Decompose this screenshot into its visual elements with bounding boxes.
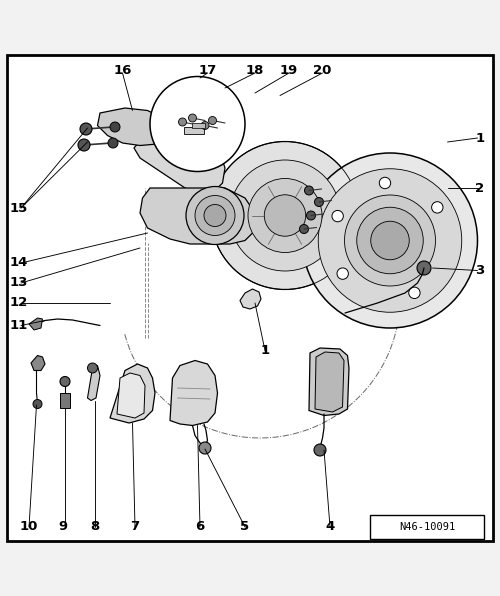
Circle shape (186, 187, 244, 244)
Circle shape (78, 139, 90, 151)
Circle shape (80, 123, 92, 135)
Text: 2: 2 (476, 182, 484, 194)
Circle shape (199, 442, 211, 454)
Circle shape (264, 195, 306, 236)
Circle shape (188, 114, 196, 122)
Circle shape (110, 122, 120, 132)
Circle shape (344, 195, 436, 286)
Polygon shape (117, 373, 145, 418)
Circle shape (371, 221, 409, 260)
Circle shape (380, 177, 390, 189)
Circle shape (248, 178, 322, 253)
Polygon shape (134, 123, 225, 193)
Bar (370, 515, 484, 539)
Text: 8: 8 (90, 520, 100, 533)
Text: 20: 20 (314, 64, 332, 77)
Text: 1: 1 (260, 344, 270, 357)
Polygon shape (110, 364, 155, 423)
Circle shape (432, 201, 443, 213)
Circle shape (88, 363, 98, 373)
Text: 17: 17 (198, 64, 216, 77)
Circle shape (408, 287, 420, 299)
Circle shape (60, 377, 70, 386)
Text: 10: 10 (20, 520, 38, 533)
Polygon shape (170, 361, 218, 426)
Circle shape (230, 160, 340, 271)
Circle shape (178, 118, 186, 126)
Polygon shape (29, 318, 42, 330)
Circle shape (337, 268, 348, 280)
Text: N46-10091: N46-10091 (399, 522, 455, 532)
Text: 14: 14 (10, 256, 28, 269)
Text: 13: 13 (10, 277, 28, 290)
Text: 1: 1 (476, 132, 484, 144)
Text: 4: 4 (326, 520, 334, 533)
Circle shape (208, 116, 216, 125)
Text: 6: 6 (196, 520, 204, 533)
Text: 16: 16 (114, 64, 132, 77)
Circle shape (417, 261, 431, 275)
Text: 18: 18 (246, 64, 264, 77)
Circle shape (33, 399, 42, 408)
Circle shape (332, 210, 344, 222)
Text: 11: 11 (10, 319, 28, 332)
Circle shape (314, 444, 326, 456)
Text: 7: 7 (130, 520, 140, 533)
Polygon shape (88, 365, 100, 401)
Polygon shape (315, 352, 344, 412)
Circle shape (201, 122, 209, 129)
Text: 15: 15 (10, 201, 28, 215)
Polygon shape (240, 289, 261, 309)
Polygon shape (211, 142, 342, 290)
Bar (192, 123, 204, 128)
Bar (184, 127, 204, 134)
Circle shape (314, 197, 324, 206)
Text: 3: 3 (476, 264, 484, 277)
Polygon shape (98, 108, 172, 145)
Polygon shape (31, 355, 45, 371)
Circle shape (357, 207, 423, 274)
Text: 19: 19 (280, 64, 298, 77)
Polygon shape (140, 188, 255, 244)
Circle shape (302, 153, 478, 328)
Circle shape (304, 186, 314, 195)
Circle shape (195, 195, 235, 235)
Circle shape (318, 169, 462, 312)
Text: 5: 5 (240, 520, 250, 533)
Circle shape (204, 204, 226, 226)
Text: 9: 9 (58, 520, 67, 533)
Circle shape (300, 225, 308, 234)
Circle shape (108, 138, 118, 148)
Polygon shape (60, 393, 70, 408)
Circle shape (306, 211, 316, 220)
Circle shape (150, 76, 245, 172)
Polygon shape (309, 348, 349, 415)
Text: 12: 12 (10, 296, 28, 309)
